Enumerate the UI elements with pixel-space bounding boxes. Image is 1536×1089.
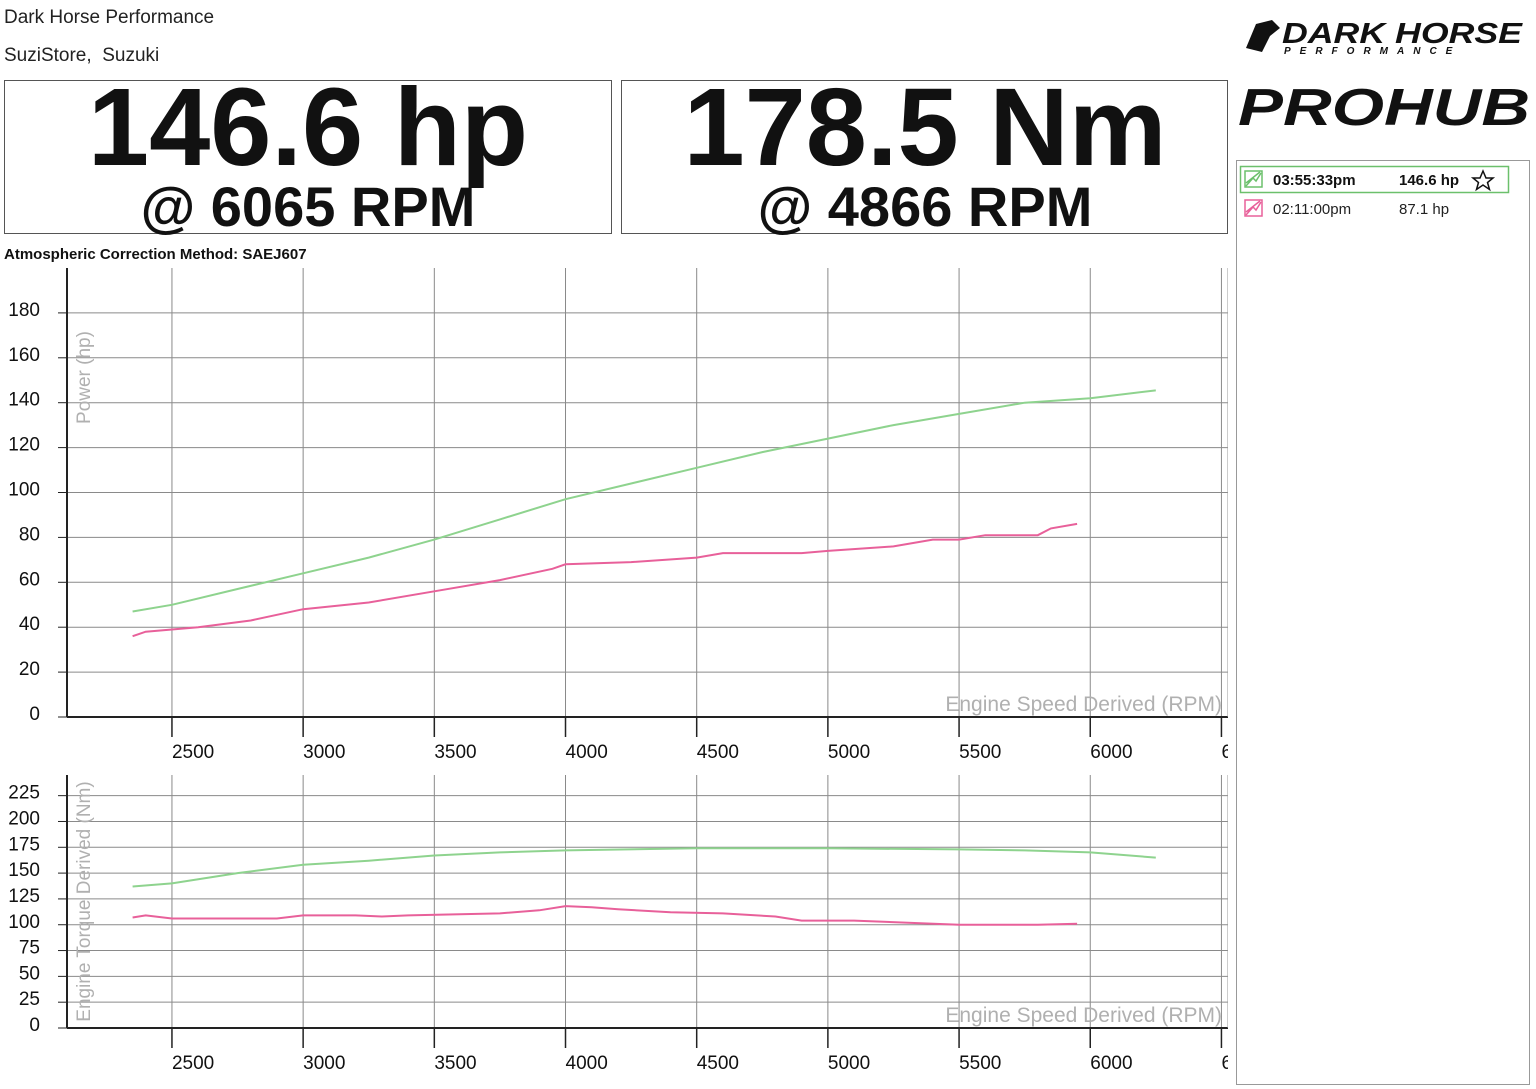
x-tick-label: 4500 (697, 1053, 739, 1074)
y-tick-label: 175 (8, 834, 40, 855)
y-tick-label: 100 (8, 480, 40, 501)
torque-stat-box (621, 80, 1228, 234)
y-tick-label: 125 (8, 886, 40, 907)
y-axis-label: Engine Torque Derived (Nm) (74, 781, 95, 1021)
y-tick-label: 25 (19, 989, 40, 1010)
brand-logo: DARK HORSE (1282, 18, 1524, 50)
run-time[interactable]: 03:55:33pm (1273, 172, 1356, 189)
x-tick-label: 4000 (566, 1053, 608, 1074)
x-tick-label: 6500 (1221, 742, 1263, 763)
x-tick-label: 5000 (828, 1053, 870, 1074)
y-tick-label: 100 (8, 912, 40, 933)
chart: 0 20 40 60 80 100 120 140 160 180 2500 3000 3500 4000… (8, 268, 1263, 763)
x-tick-label: 6000 (1090, 1053, 1132, 1074)
peak-power: 146.6 hp (88, 66, 528, 189)
x-tick-label: 3000 (303, 742, 345, 763)
x-axis-label: Engine Speed Derived (RPM) (945, 1004, 1222, 1027)
x-tick-label: 5000 (828, 742, 870, 763)
y-tick-label: 50 (19, 963, 40, 984)
data-line (132, 905, 1078, 926)
peak-power-rpm: @ 6065 RPM (141, 175, 476, 238)
x-tick-label: 3000 (303, 1053, 345, 1074)
y-axis-label: Power (hp) (74, 331, 95, 424)
brand-logo-sub: PERFORMANCE (1284, 46, 1461, 57)
y-tick-label: 140 (8, 390, 40, 411)
x-tick-label: 4500 (697, 742, 739, 763)
run-time[interactable]: 02:11:00pm (1273, 201, 1351, 218)
y-tick-label: 180 (8, 300, 40, 321)
y-tick-label: 60 (19, 569, 40, 590)
selected-run-highlight[interactable] (1239, 165, 1510, 194)
x-axis-label: Engine Speed Derived (RPM) (945, 693, 1222, 716)
horse-logo-icon (1246, 20, 1280, 52)
y-tick-label: 200 (8, 808, 40, 829)
data-line (132, 522, 1078, 638)
y-tick-label: 120 (8, 435, 40, 456)
x-tick-label: 3500 (434, 742, 476, 763)
x-tick-label: 4000 (566, 742, 608, 763)
data-line (132, 847, 1156, 888)
y-tick-label: 0 (29, 1015, 40, 1036)
y-tick-label: 160 (8, 345, 40, 366)
y-tick-label: 75 (19, 938, 40, 959)
y-tick-label: 225 (8, 783, 40, 804)
x-tick-label: 2500 (172, 742, 214, 763)
x-tick-label: 5500 (959, 742, 1001, 763)
peak-torque: 178.5 Nm (683, 66, 1166, 189)
run-icon (1244, 199, 1263, 217)
correction-method: Atmospheric Correction Method: SAEJ607 (4, 246, 307, 263)
product-logo: PROHUB (1238, 79, 1530, 137)
x-tick-label: 5500 (959, 1053, 1001, 1074)
x-tick-label: 6000 (1090, 742, 1132, 763)
x-tick-label: 3500 (434, 1053, 476, 1074)
power-stat-box (4, 80, 612, 234)
run-list-panel (1236, 160, 1530, 1085)
run-peak: 87.1 hp (1399, 201, 1449, 218)
run-peak: 146.6 hp (1399, 172, 1459, 189)
y-tick-label: 0 (29, 704, 40, 725)
y-tick-label: 20 (19, 659, 40, 680)
customer-name: SuziStore, Suzuki (4, 45, 159, 66)
shop-name: Dark Horse Performance (4, 7, 214, 28)
y-tick-label: 150 (8, 860, 40, 881)
x-tick-label: 2500 (172, 1053, 214, 1074)
peak-torque-rpm: @ 4866 RPM (758, 175, 1093, 238)
run-icon (1244, 170, 1263, 188)
data-line (132, 389, 1156, 613)
chart: 0 25 50 75 100 125 150 175 200 225 2500 3000 3500 400… (8, 775, 1263, 1074)
y-tick-label: 40 (19, 614, 40, 635)
favorite-star[interactable] (1470, 169, 1496, 192)
x-tick-label: 6500 (1221, 1053, 1263, 1074)
y-tick-label: 80 (19, 524, 40, 545)
